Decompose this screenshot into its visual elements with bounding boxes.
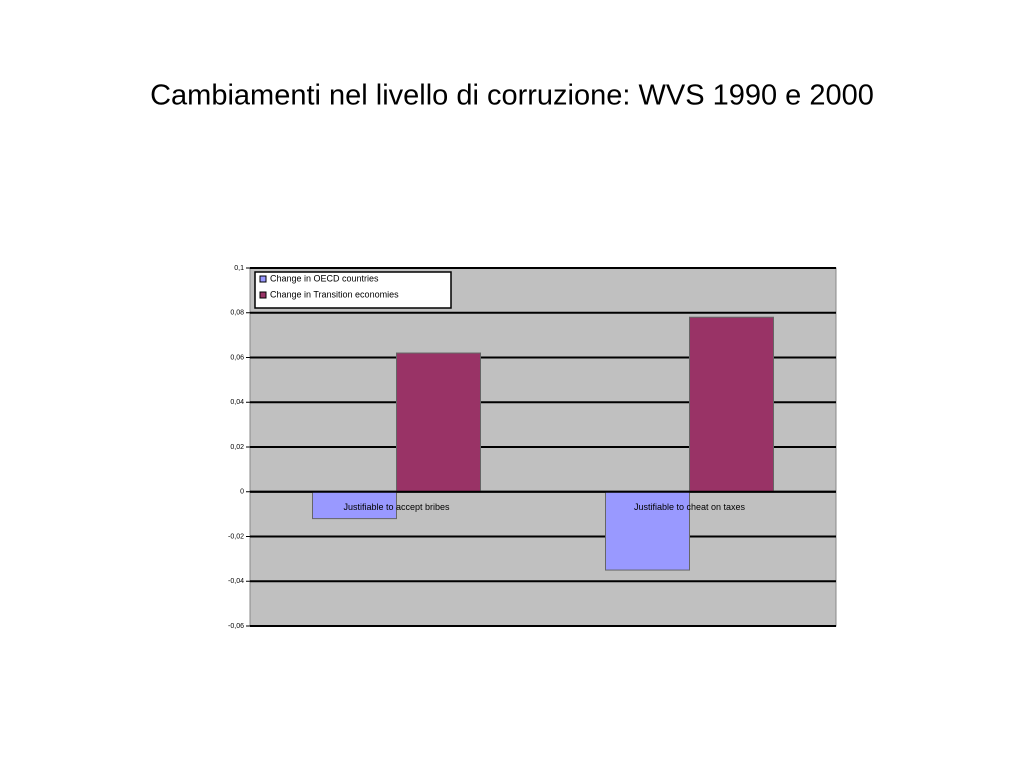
bar	[689, 316, 774, 493]
bar	[396, 352, 481, 493]
x-tick-label: Justifiable to cheat on taxes	[634, 502, 746, 512]
y-tick-label: 0,04	[230, 399, 244, 406]
y-tick-label: 0,1	[234, 265, 244, 272]
y-tick-label: 0,08	[230, 310, 244, 317]
y-tick-label: -0,02	[228, 533, 244, 540]
legend-label: Change in Transition economies	[270, 289, 399, 299]
x-tick-label: Justifiable to accept bribes	[343, 502, 450, 512]
legend-box	[254, 271, 452, 309]
y-tick-label: 0,02	[230, 444, 244, 451]
y-tick-label: 0	[240, 489, 244, 496]
y-tick-label: 0,06	[230, 354, 244, 361]
y-tick-label: -0,06	[228, 623, 244, 630]
y-tick-label: -0,04	[228, 578, 244, 585]
chart-title: Cambiamenti nel livello di corruzione: W…	[150, 80, 874, 112]
legend-label: Change in OECD countries	[270, 273, 379, 283]
legend-swatch	[259, 291, 267, 299]
legend-swatch	[259, 275, 267, 283]
